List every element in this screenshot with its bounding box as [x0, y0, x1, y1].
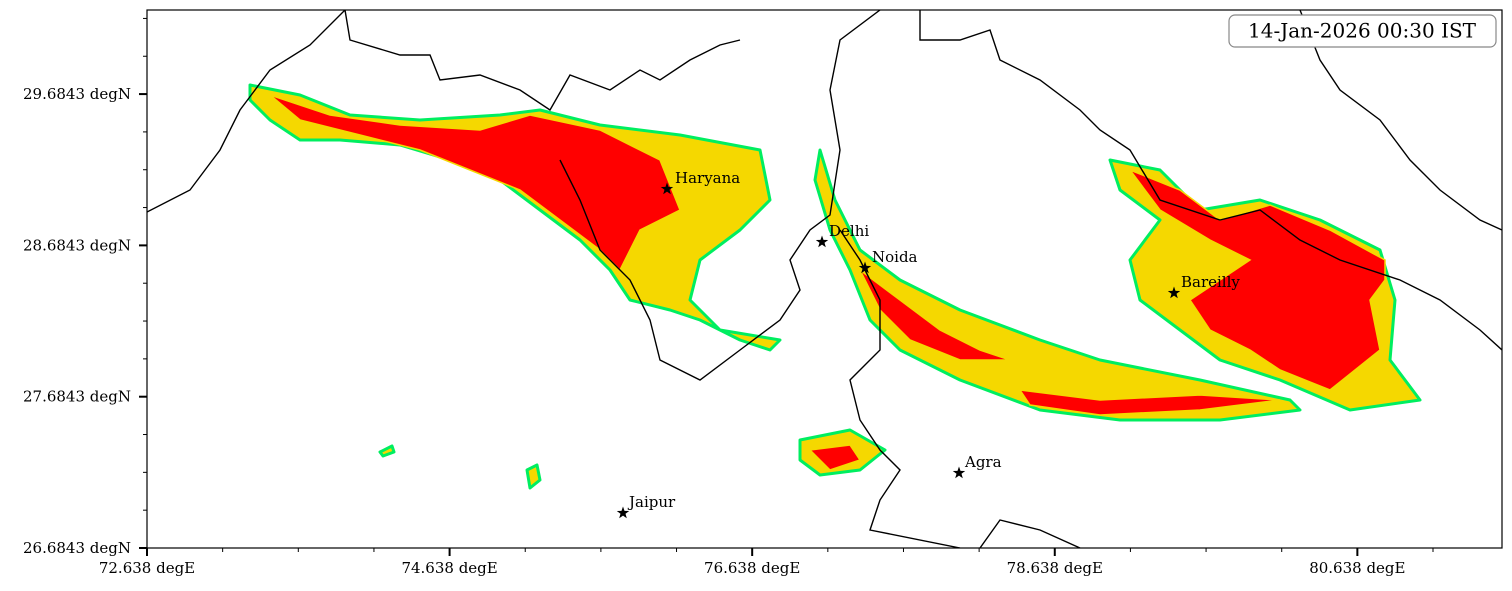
city-label: Jaipur [627, 493, 676, 511]
contour [813, 148, 1302, 422]
city-marker [660, 182, 674, 195]
city-marker [1167, 286, 1181, 299]
city-marker [952, 466, 966, 479]
contour [859, 269, 1011, 361]
city-label: Bareilly [1181, 273, 1240, 291]
state-border [1299, 10, 1502, 231]
timestamp-box [1228, 14, 1497, 48]
x-tick-label: 78.638 degE [1007, 559, 1103, 577]
y-tick-label: 29.6843 degN [23, 85, 131, 103]
plot-frame [146, 9, 1503, 549]
state-border [839, 229, 961, 548]
contour [1018, 389, 1281, 416]
contour [525, 463, 542, 490]
state-border [919, 10, 1502, 351]
x-tick-label: 74.638 degE [401, 559, 497, 577]
city-label: Agra [964, 453, 1002, 471]
city-label: Noida [872, 248, 918, 266]
contour [378, 444, 396, 458]
y-tick-label: 27.6843 degN [23, 388, 131, 406]
contour [269, 94, 681, 272]
x-tick-label: 72.638 degE [99, 559, 195, 577]
city-label: Haryana [675, 169, 740, 187]
city-marker [815, 235, 829, 248]
precip-field [147, 10, 1502, 548]
x-tick-label: 76.638 degE [704, 559, 800, 577]
state-border [147, 10, 346, 213]
y-tick-label: 28.6843 degN [23, 236, 131, 254]
contour [808, 444, 862, 471]
city-marker [858, 261, 872, 274]
y-tick-label: 26.6843 degN [23, 539, 131, 557]
state-border [979, 519, 1081, 548]
contour [1127, 168, 1386, 391]
state-border [559, 10, 881, 381]
x-tick-label: 80.638 degE [1309, 559, 1405, 577]
cities: Haryana Delhi Noida Bareilly Agra Jaipur [627, 169, 1240, 511]
timestamp: 14-Jan-2026 00:30 IST [1248, 19, 1477, 43]
city-label: Delhi [829, 222, 869, 240]
state-border [344, 10, 741, 111]
city-marker [616, 506, 630, 519]
